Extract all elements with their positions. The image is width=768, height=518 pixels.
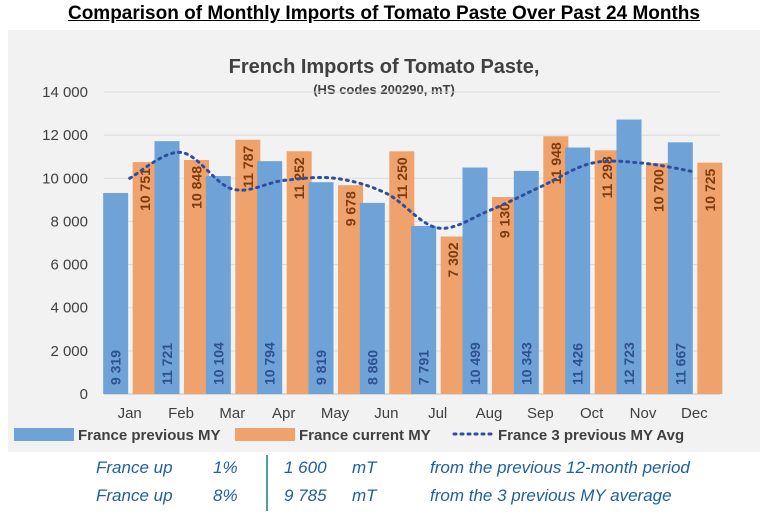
bar-previous <box>205 176 231 394</box>
bar-previous <box>103 192 129 394</box>
y-tick-label: 14 000 <box>42 84 88 101</box>
bar-label-previous: 9 819 <box>313 350 329 385</box>
bar-label-current: 9 130 <box>497 203 513 238</box>
chart-title: French Imports of Tomato Paste, <box>229 56 540 78</box>
bar-previous <box>462 167 488 394</box>
bar-previous <box>154 141 180 394</box>
bar-current <box>646 163 671 394</box>
bar-label-previous: 11 667 <box>672 343 688 385</box>
bar-label-previous: 7 791 <box>416 350 432 385</box>
legend-label-avg: France 3 previous MY Avg <box>498 427 684 444</box>
bar-label-current: 11 948 <box>548 142 564 184</box>
x-tick-label: Dec <box>681 405 708 422</box>
legend-swatch-previous <box>14 428 74 441</box>
bar-previous <box>359 202 385 394</box>
footer-row-2-label: France up <box>96 486 173 505</box>
bar-current <box>286 151 312 394</box>
bar-label-previous: 8 860 <box>364 350 380 385</box>
bar-label-current: 10 751 <box>137 168 153 211</box>
bar-previous <box>257 161 283 394</box>
x-tick-label: Aug <box>476 405 503 422</box>
legend-swatch-current <box>235 428 295 441</box>
x-tick-label: Nov <box>630 405 657 422</box>
footer-divider <box>266 455 268 511</box>
footer-row-2-pct: 8% <box>213 486 238 505</box>
bar-label-previous: 10 499 <box>467 342 483 385</box>
bar-current <box>697 162 723 394</box>
x-tick-label: Sep <box>527 405 554 422</box>
bar-current <box>594 150 620 394</box>
page-title: Comparison of Monthly Imports of Tomato … <box>67 3 700 24</box>
bar-label-previous: 10 794 <box>262 342 278 385</box>
bar-current <box>338 185 363 394</box>
bar-previous <box>565 147 591 394</box>
x-tick-label: Mar <box>219 405 245 422</box>
footer-row-2-unit: mT <box>352 486 377 505</box>
bar-previous <box>616 119 642 394</box>
bar-label-current: 10 725 <box>702 168 718 211</box>
bar-label-current: 11 787 <box>240 146 256 188</box>
bar-current <box>389 151 415 394</box>
y-tick-label: 8 000 <box>50 213 88 230</box>
x-tick-label: May <box>321 405 350 422</box>
y-tick-label: 2 000 <box>50 343 88 360</box>
bar-current <box>184 159 209 394</box>
x-tick-label: Jun <box>374 405 398 422</box>
bar-label-current: 7 302 <box>445 242 461 277</box>
bar-label-current: 10 700 <box>651 169 667 212</box>
legend-label-current: France current MY <box>299 427 431 444</box>
bar-label-previous: 10 343 <box>518 342 534 385</box>
bar-label-current: 11 298 <box>599 156 615 198</box>
bar-previous <box>667 142 693 394</box>
footer-row-2-amount: 9 785 <box>284 486 327 505</box>
chart-area: French Imports of Tomato Paste, (HS codes… <box>8 30 760 452</box>
bar-current <box>132 162 158 394</box>
bar-label-previous: 12 723 <box>621 342 637 385</box>
footer-row-1-note: from the previous 12-month period <box>430 458 690 477</box>
bar-label-previous: 11 426 <box>570 343 586 385</box>
footer-row-1-amount: 1 600 <box>284 458 327 477</box>
bar-previous <box>308 182 334 394</box>
bar-label-previous: 10 104 <box>210 342 226 385</box>
bar-label-previous: 11 721 <box>159 343 175 385</box>
bar-previous <box>513 170 539 394</box>
y-tick-label: 10 000 <box>42 170 88 187</box>
legend-label-previous: France previous MY <box>78 427 221 444</box>
footer-row-1-unit: mT <box>352 458 377 477</box>
x-tick-label: Oct <box>580 405 604 422</box>
x-tick-label: Feb <box>168 405 194 422</box>
y-tick-label: 0 <box>80 386 88 403</box>
y-tick-label: 6 000 <box>50 257 88 274</box>
chart-svg: French Imports of Tomato Paste, (HS codes… <box>14 56 723 444</box>
bar-current <box>440 236 466 394</box>
avg-line <box>128 150 696 230</box>
x-tick-label: Jan <box>118 405 142 422</box>
bar-label-previous: 9 319 <box>108 350 124 385</box>
y-tick-label: 4 000 <box>50 300 88 317</box>
chart-subtitle: (HS codes 200290, mT) <box>313 82 455 97</box>
bar-label-current: 9 678 <box>343 191 359 226</box>
y-tick-label: 12 000 <box>42 127 88 144</box>
bar-label-current: 11 250 <box>394 157 410 199</box>
x-tick-label: Jul <box>428 405 447 422</box>
footer-row-2-note: from the 3 previous MY average <box>430 486 672 505</box>
bar-previous <box>411 225 437 394</box>
footer-row-1-label: France up <box>96 458 173 477</box>
footer-summary: France up 1% 1 600 mT from the previous … <box>8 452 760 518</box>
bar-label-current: 10 848 <box>189 166 205 209</box>
bar-current <box>492 197 517 394</box>
x-tick-label: Apr <box>272 405 295 422</box>
bar-current <box>235 139 261 394</box>
footer-row-1-pct: 1% <box>213 458 238 477</box>
